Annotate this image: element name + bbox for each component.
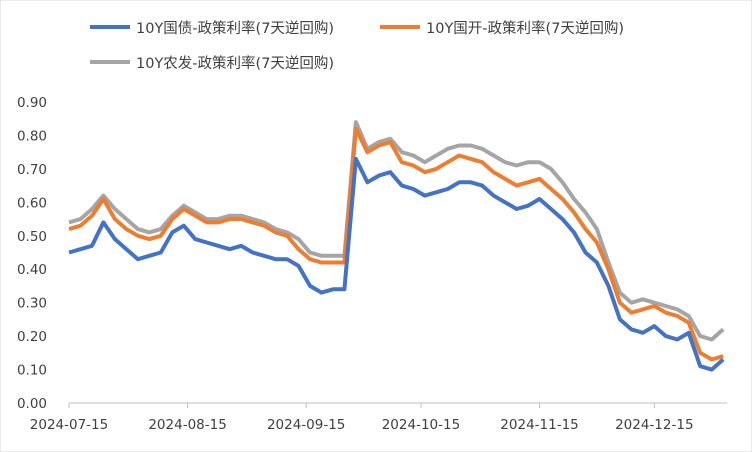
y-tick-label: 0.60	[17, 195, 47, 211]
y-tick-label: 0.30	[17, 296, 47, 312]
legend: 10Y国债-政策利率(7天逆回购) 10Y国开-政策利率(7天逆回购) 10Y农…	[90, 20, 624, 72]
legend-label-10y-govt: 10Y国债-政策利率(7天逆回购)	[136, 20, 334, 37]
y-tick-label: 0.80	[17, 128, 47, 144]
x-tick-label: 2024-10-15	[382, 417, 460, 433]
legend-label-10y-adbc: 10Y农发-政策利率(7天逆回购)	[136, 55, 334, 72]
legend-label-10y-cdb: 10Y国开-政策利率(7天逆回购)	[426, 20, 624, 37]
y-tick-label: 0.40	[17, 262, 47, 278]
x-tick-label: 2024-08-15	[148, 417, 226, 433]
series-line-10y-adbc	[68, 120, 725, 342]
series-line-10y-govt	[68, 156, 725, 372]
y-tick-label: 0.20	[17, 329, 47, 345]
series-group	[68, 120, 725, 372]
y-axis: 0.00 0.10 0.20 0.30 0.40 0.50 0.60 0.70 …	[17, 95, 47, 412]
x-axis: 2024-07-15 2024-08-15 2024-09-15 2024-10…	[30, 402, 727, 433]
x-tick-label: 2024-07-15	[30, 417, 108, 433]
y-tick-label: 0.90	[17, 95, 47, 111]
y-tick-label: 0.10	[17, 363, 47, 379]
y-tick-label: 0.70	[17, 162, 47, 178]
x-tick-label: 2024-09-15	[267, 417, 345, 433]
x-tick-label: 2024-12-15	[615, 417, 693, 433]
x-tick-label: 2024-11-15	[500, 417, 578, 433]
y-tick-label: 0.50	[17, 229, 47, 245]
y-tick-label: 0.00	[17, 396, 47, 412]
series-line-10y-cdb	[68, 126, 724, 362]
